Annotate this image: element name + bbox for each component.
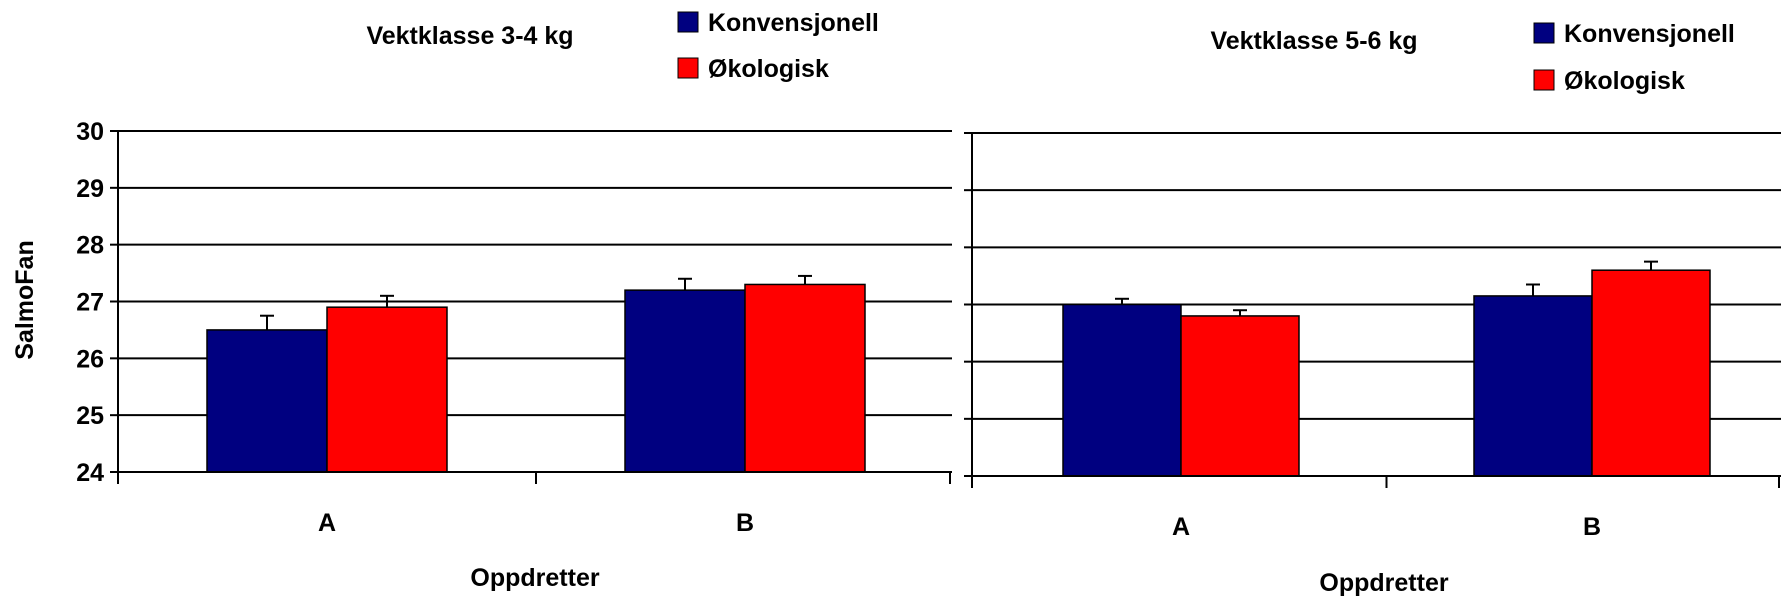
chart-title: Vektklasse 5-6 kg [1210, 27, 1417, 55]
x-tick-label: A [318, 509, 336, 537]
legend-label-konvensjonell: Konvensjonell [708, 9, 879, 37]
y-tick-label: 26 [76, 345, 104, 373]
y-tick-label: 30 [76, 118, 104, 146]
legend: Konvensjonell Økologisk [677, 9, 879, 83]
bar-okologisk-a [326, 306, 448, 473]
chart-panel-3-4kg: Vektklasse 3-4 kg Konvensjonell Økologis… [11, 9, 952, 592]
bar-konvensjonell-b [624, 289, 746, 473]
x-axis-label: Oppdretter [1319, 569, 1448, 596]
bar-konvensjonell-a [1062, 303, 1182, 477]
legend-swatch-okologisk [1533, 69, 1555, 91]
bar-okologisk-b [1591, 269, 1711, 477]
bar-okologisk-a [1180, 315, 1300, 477]
y-tick-label: 25 [76, 402, 104, 430]
legend-label-okologisk: Økologisk [1564, 67, 1685, 95]
x-tick-label: A [1172, 513, 1190, 541]
bar-okologisk-b [744, 283, 866, 473]
legend-label-okologisk: Økologisk [708, 55, 829, 83]
legend-label-konvensjonell: Konvensjonell [1564, 20, 1735, 48]
x-tick-label: B [736, 509, 754, 537]
plot-area: 24 25 26 27 28 29 30 A B [76, 118, 952, 537]
y-tick-label: 27 [76, 289, 104, 317]
y-tick-label: 29 [76, 175, 104, 203]
chart-title: Vektklasse 3-4 kg [366, 22, 573, 50]
x-axis-label: Oppdretter [470, 564, 599, 592]
legend: Konvensjonell Økologisk [1533, 20, 1735, 95]
y-axis-label: SalmoFan [11, 240, 39, 359]
y-tick-label: 28 [76, 232, 104, 260]
bar-konvensjonell-a [206, 329, 328, 473]
bar-konvensjonell-b [1473, 295, 1593, 477]
legend-swatch-konvensjonell [677, 11, 699, 33]
legend-swatch-okologisk [677, 57, 699, 79]
x-tick-label: B [1583, 513, 1601, 541]
y-tick-label: 24 [76, 459, 104, 487]
legend-swatch-konvensjonell [1533, 22, 1555, 44]
chart-panel-5-6kg: Vektklasse 5-6 kg Konvensjonell Økologis… [964, 20, 1781, 596]
